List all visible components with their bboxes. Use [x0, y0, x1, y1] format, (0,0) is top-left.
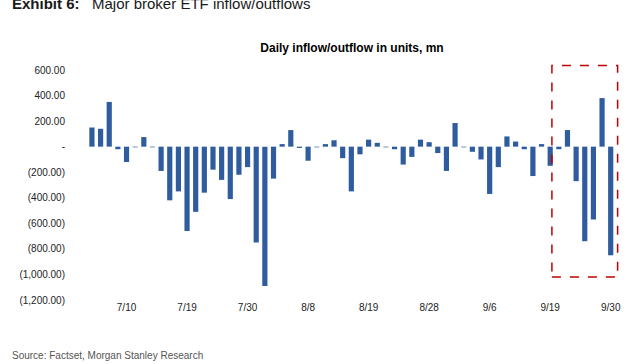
svg-text:9/30: 9/30 [601, 302, 621, 313]
svg-text:(1,200.00): (1,200.00) [19, 295, 65, 306]
svg-text:Source: Factset, Morgan Stanle: Source: Factset, Morgan Stanley Research [12, 350, 203, 361]
svg-text:7/19: 7/19 [177, 302, 197, 313]
svg-text:8/8: 8/8 [301, 302, 315, 313]
svg-text:(600.00): (600.00) [28, 218, 65, 229]
svg-text:400.00: 400.00 [34, 90, 65, 101]
svg-text:9/19: 9/19 [540, 302, 560, 313]
svg-text:-: - [62, 141, 65, 152]
svg-text:Daily inflow/outflow in units,: Daily inflow/outflow in units, mn [260, 41, 443, 55]
svg-text:(400.00): (400.00) [28, 192, 65, 203]
svg-text:Exhibit 6: Major broker ETF: Exhibit 6: Major broker ETF inflow/outfl… [12, 0, 310, 12]
svg-text:8/19: 8/19 [359, 302, 379, 313]
svg-text:(1,000.00): (1,000.00) [19, 269, 65, 280]
svg-text:9/6: 9/6 [483, 302, 497, 313]
svg-text:8/28: 8/28 [419, 302, 439, 313]
svg-text:200.00: 200.00 [34, 116, 65, 127]
svg-text:600.00: 600.00 [34, 65, 65, 76]
svg-text:(800.00): (800.00) [28, 243, 65, 254]
svg-text:(200.00): (200.00) [28, 167, 65, 178]
svg-text:7/30: 7/30 [238, 302, 258, 313]
svg-text:7/10: 7/10 [117, 302, 137, 313]
